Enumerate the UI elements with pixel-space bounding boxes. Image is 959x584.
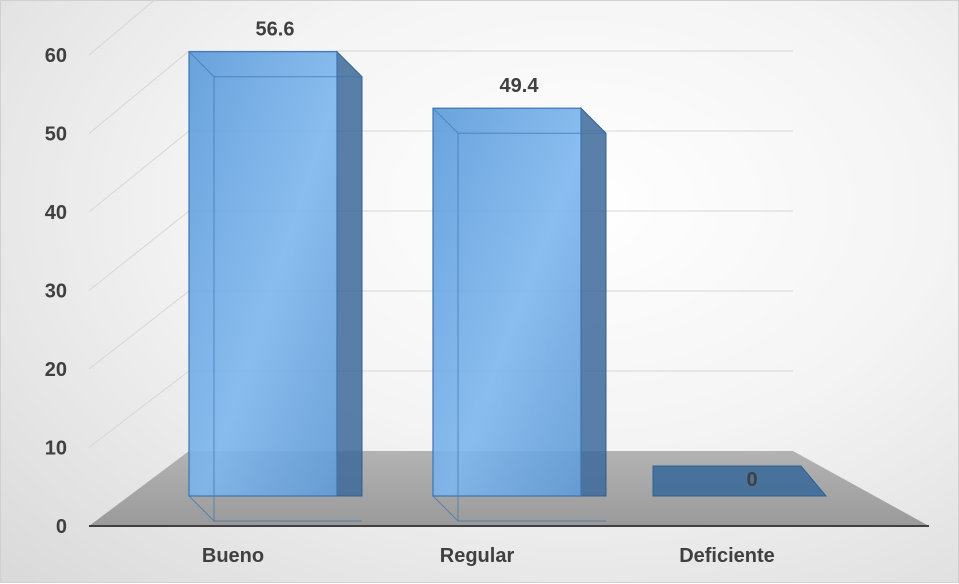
- gridline-side: [88, 290, 190, 370]
- bar-front-face: [432, 107, 582, 497]
- gridline-side: [88, 1, 155, 56]
- data-label: 56.6: [256, 19, 295, 41]
- bar-edge-line: [432, 495, 459, 522]
- bar-side-face: [580, 107, 607, 497]
- y-tick-label: 20: [45, 359, 67, 381]
- bar-deficiente: [652, 465, 828, 497]
- y-tick-label: 10: [45, 438, 67, 460]
- category-label: Deficiente: [679, 545, 775, 567]
- gridline-side: [88, 130, 190, 213]
- data-label: 49.4: [500, 75, 540, 97]
- category-label: Bueno: [202, 545, 264, 567]
- bar-flat-face: [652, 465, 828, 497]
- gridline-side: [88, 210, 190, 291]
- gridline-side: [88, 370, 190, 448]
- bar-bueno: [188, 50, 363, 522]
- y-tick-label: 0: [56, 516, 67, 538]
- bar-side-face: [336, 50, 363, 497]
- gridline-side: [88, 50, 190, 134]
- bar-regular: [432, 107, 607, 522]
- bar-edge-line: [188, 495, 215, 522]
- category-label: Regular: [440, 545, 515, 567]
- y-tick-label: 50: [45, 124, 67, 146]
- labels: 56.6 Bueno 49.4 Regular 0 Deficiente 0 10 20 30 40…: [45, 19, 775, 567]
- y-tick-label: 30: [45, 281, 67, 303]
- y-tick-label: 60: [45, 45, 67, 67]
- bars: [188, 50, 828, 522]
- y-tick-label: 40: [45, 202, 67, 224]
- bar-front-face: [188, 51, 338, 497]
- data-label: 0: [746, 469, 757, 491]
